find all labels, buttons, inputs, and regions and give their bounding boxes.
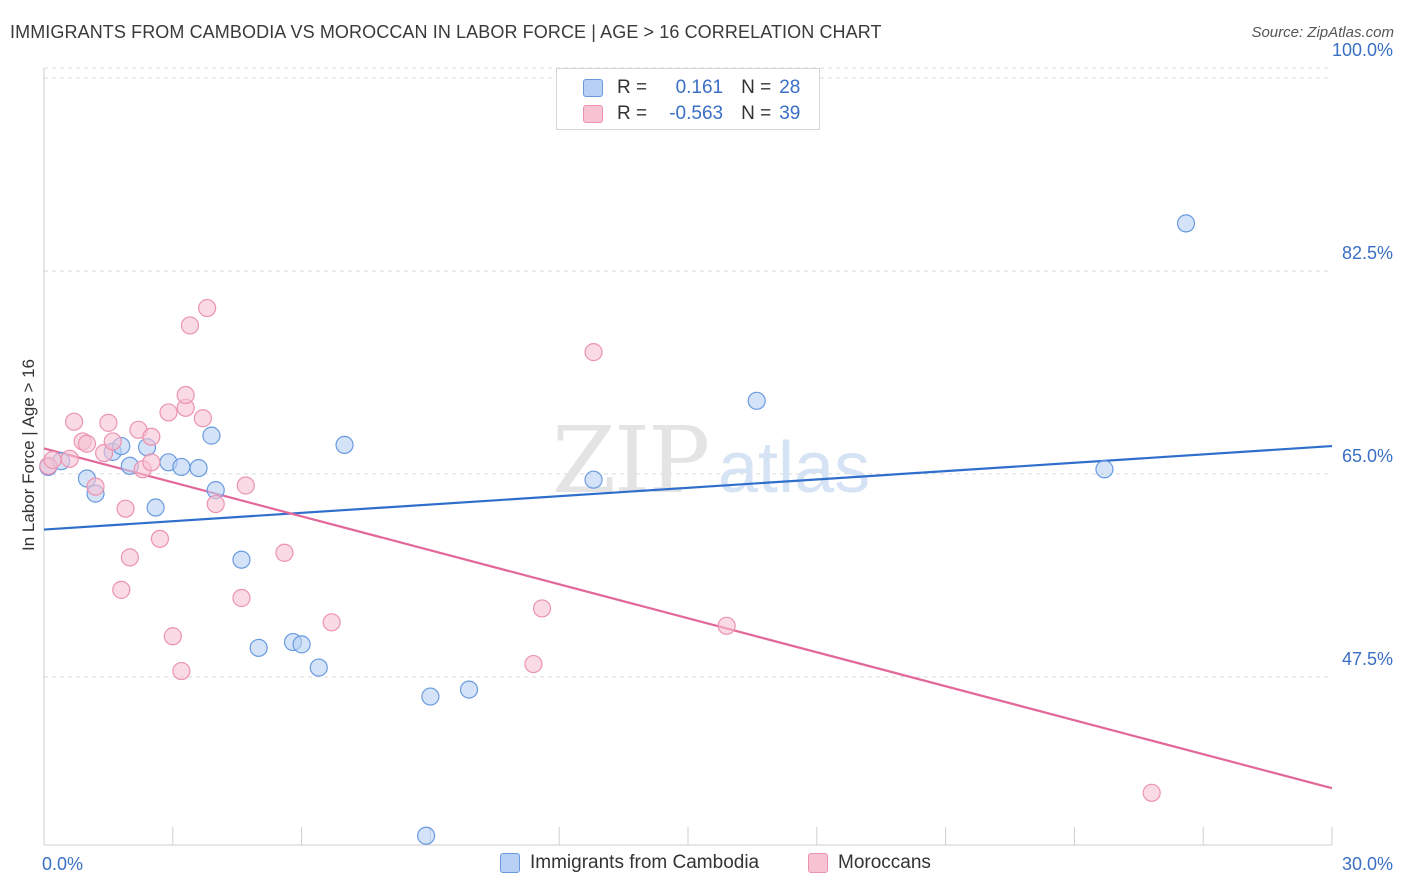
- trend-lines: [43, 444, 1333, 790]
- y-tick-label: 65.0%: [1342, 446, 1393, 466]
- cambodia-point[interactable]: [309, 658, 328, 677]
- moroccan-point[interactable]: [142, 453, 161, 472]
- cambodia-point[interactable]: [1095, 460, 1114, 479]
- series-legend: Immigrants from Cambodia Moroccans: [0, 852, 1406, 878]
- moroccan-point[interactable]: [172, 661, 191, 681]
- cambodia-point[interactable]: [232, 550, 251, 569]
- cambodia-point[interactable]: [1176, 214, 1196, 233]
- moroccan-trend-line: [43, 447, 1333, 790]
- moroccan-point[interactable]: [206, 494, 225, 514]
- moroccan-point[interactable]: [524, 654, 543, 674]
- moroccan-point[interactable]: [163, 627, 182, 646]
- legend-n-value: 39: [779, 103, 801, 124]
- legend-swatch-blue: [583, 79, 603, 97]
- legend-row-moroccans: R = -0.563 N = 39: [583, 101, 800, 127]
- moroccan-point[interactable]: [112, 580, 131, 599]
- legend-swatch-pink: [583, 105, 603, 123]
- y-axis-label: In Labor Force | Age > 16: [19, 359, 38, 551]
- moroccan-point[interactable]: [77, 434, 97, 453]
- grid-layer: [44, 67, 1332, 678]
- stats-legend: R = 0.161 N = 28 R = -0.563 N = 39: [556, 68, 820, 130]
- chart-title: IMMIGRANTS FROM CAMBODIA VS MOROCCAN IN …: [10, 22, 882, 42]
- legend-r-value: 0.161: [675, 77, 724, 98]
- legend-n-label: N =: [741, 77, 772, 98]
- cambodia-point[interactable]: [747, 391, 766, 410]
- moroccan-point[interactable]: [103, 432, 122, 451]
- moroccan-point[interactable]: [99, 413, 118, 432]
- series-label: Immigrants from Cambodia: [530, 852, 760, 873]
- moroccan-point[interactable]: [120, 548, 139, 567]
- x-tick-label: 30.0%: [1342, 854, 1393, 874]
- moroccan-point[interactable]: [142, 427, 161, 446]
- cambodia-point[interactable]: [584, 470, 603, 489]
- cambodia-point[interactable]: [189, 458, 208, 478]
- moroccan-point[interactable]: [1142, 783, 1161, 802]
- legend-n-label: N =: [741, 103, 772, 124]
- legend-row-cambodia: R = 0.161 N = 28: [583, 75, 800, 101]
- series-label: Moroccans: [838, 852, 931, 873]
- moroccan-point[interactable]: [176, 385, 195, 405]
- cambodia-point[interactable]: [292, 635, 311, 654]
- cambodia-point[interactable]: [459, 680, 479, 699]
- data-points: [39, 214, 1196, 845]
- moroccan-point[interactable]: [180, 316, 200, 335]
- moroccan-point[interactable]: [193, 409, 212, 428]
- moroccan-point[interactable]: [150, 529, 170, 548]
- y-tick-labels: 47.5% 65.0% 82.5% 100.0%: [1332, 40, 1393, 669]
- cambodia-point[interactable]: [202, 426, 221, 445]
- cambodia-point[interactable]: [249, 638, 268, 657]
- y-tick-label: 100.0%: [1332, 40, 1393, 60]
- moroccan-point[interactable]: [236, 476, 255, 495]
- moroccan-point[interactable]: [322, 613, 341, 632]
- legend-r-value: -0.563: [669, 103, 724, 124]
- series-swatch-pink: [808, 853, 828, 873]
- source-label: Source: ZipAtlas.com: [1251, 24, 1394, 41]
- watermark: ZIP atlas: [552, 407, 870, 514]
- moroccan-point[interactable]: [198, 298, 217, 318]
- watermark-atlas: atlas: [718, 428, 870, 508]
- moroccan-point[interactable]: [275, 543, 294, 562]
- cambodia-trend-line: [43, 444, 1333, 531]
- legend-r-label: R =: [617, 77, 648, 98]
- series-swatch-blue: [500, 853, 520, 873]
- legend-n-value: 28: [779, 77, 801, 98]
- cambodia-point[interactable]: [421, 687, 440, 706]
- moroccan-point[interactable]: [532, 599, 552, 618]
- cambodia-point[interactable]: [335, 435, 354, 455]
- moroccan-point[interactable]: [116, 499, 135, 518]
- series-legend-moroccans[interactable]: Moroccans: [808, 852, 931, 874]
- moroccan-point[interactable]: [717, 616, 736, 635]
- moroccan-point[interactable]: [584, 343, 603, 362]
- moroccan-point[interactable]: [64, 412, 84, 431]
- moroccan-point[interactable]: [60, 449, 79, 468]
- series-legend-cambodia[interactable]: Immigrants from Cambodia: [500, 852, 759, 874]
- watermark-zip: ZIP: [552, 407, 708, 514]
- legend-r-label: R =: [617, 103, 648, 124]
- y-tick-label: 47.5%: [1342, 649, 1393, 669]
- y-tick-label: 82.5%: [1342, 243, 1393, 263]
- moroccan-point[interactable]: [232, 588, 251, 608]
- cambodia-point[interactable]: [146, 498, 165, 517]
- cambodia-point[interactable]: [417, 826, 436, 845]
- moroccan-point[interactable]: [86, 477, 105, 496]
- cambodia-point[interactable]: [172, 457, 191, 477]
- moroccan-point[interactable]: [43, 450, 62, 470]
- x-tick-label: 0.0%: [42, 854, 83, 874]
- moroccan-point[interactable]: [159, 403, 178, 422]
